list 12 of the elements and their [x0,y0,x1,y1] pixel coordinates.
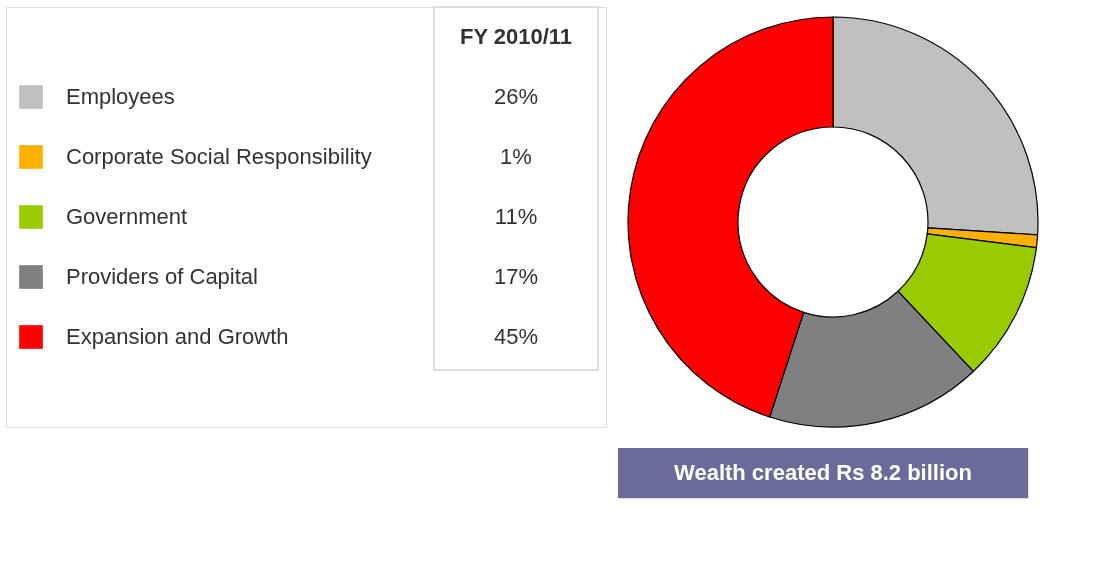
data-label: 26% [493,84,539,109]
legend-label: Government [66,204,188,229]
data-label: 1% [500,144,532,169]
legend-label: Employees [66,84,175,109]
legend-label: Expansion and Growth [66,324,289,349]
legend-label: Corporate Social Responsibility [66,144,372,169]
legend-title: FY 2010/11 [459,24,573,49]
data-label: 11% [494,204,538,229]
text: Wealth created Rs 8.2 billion [674,460,972,485]
data-label: 17% [493,264,539,289]
data-label: 45% [493,324,539,349]
legend-label: Providers of Capital [66,264,258,289]
